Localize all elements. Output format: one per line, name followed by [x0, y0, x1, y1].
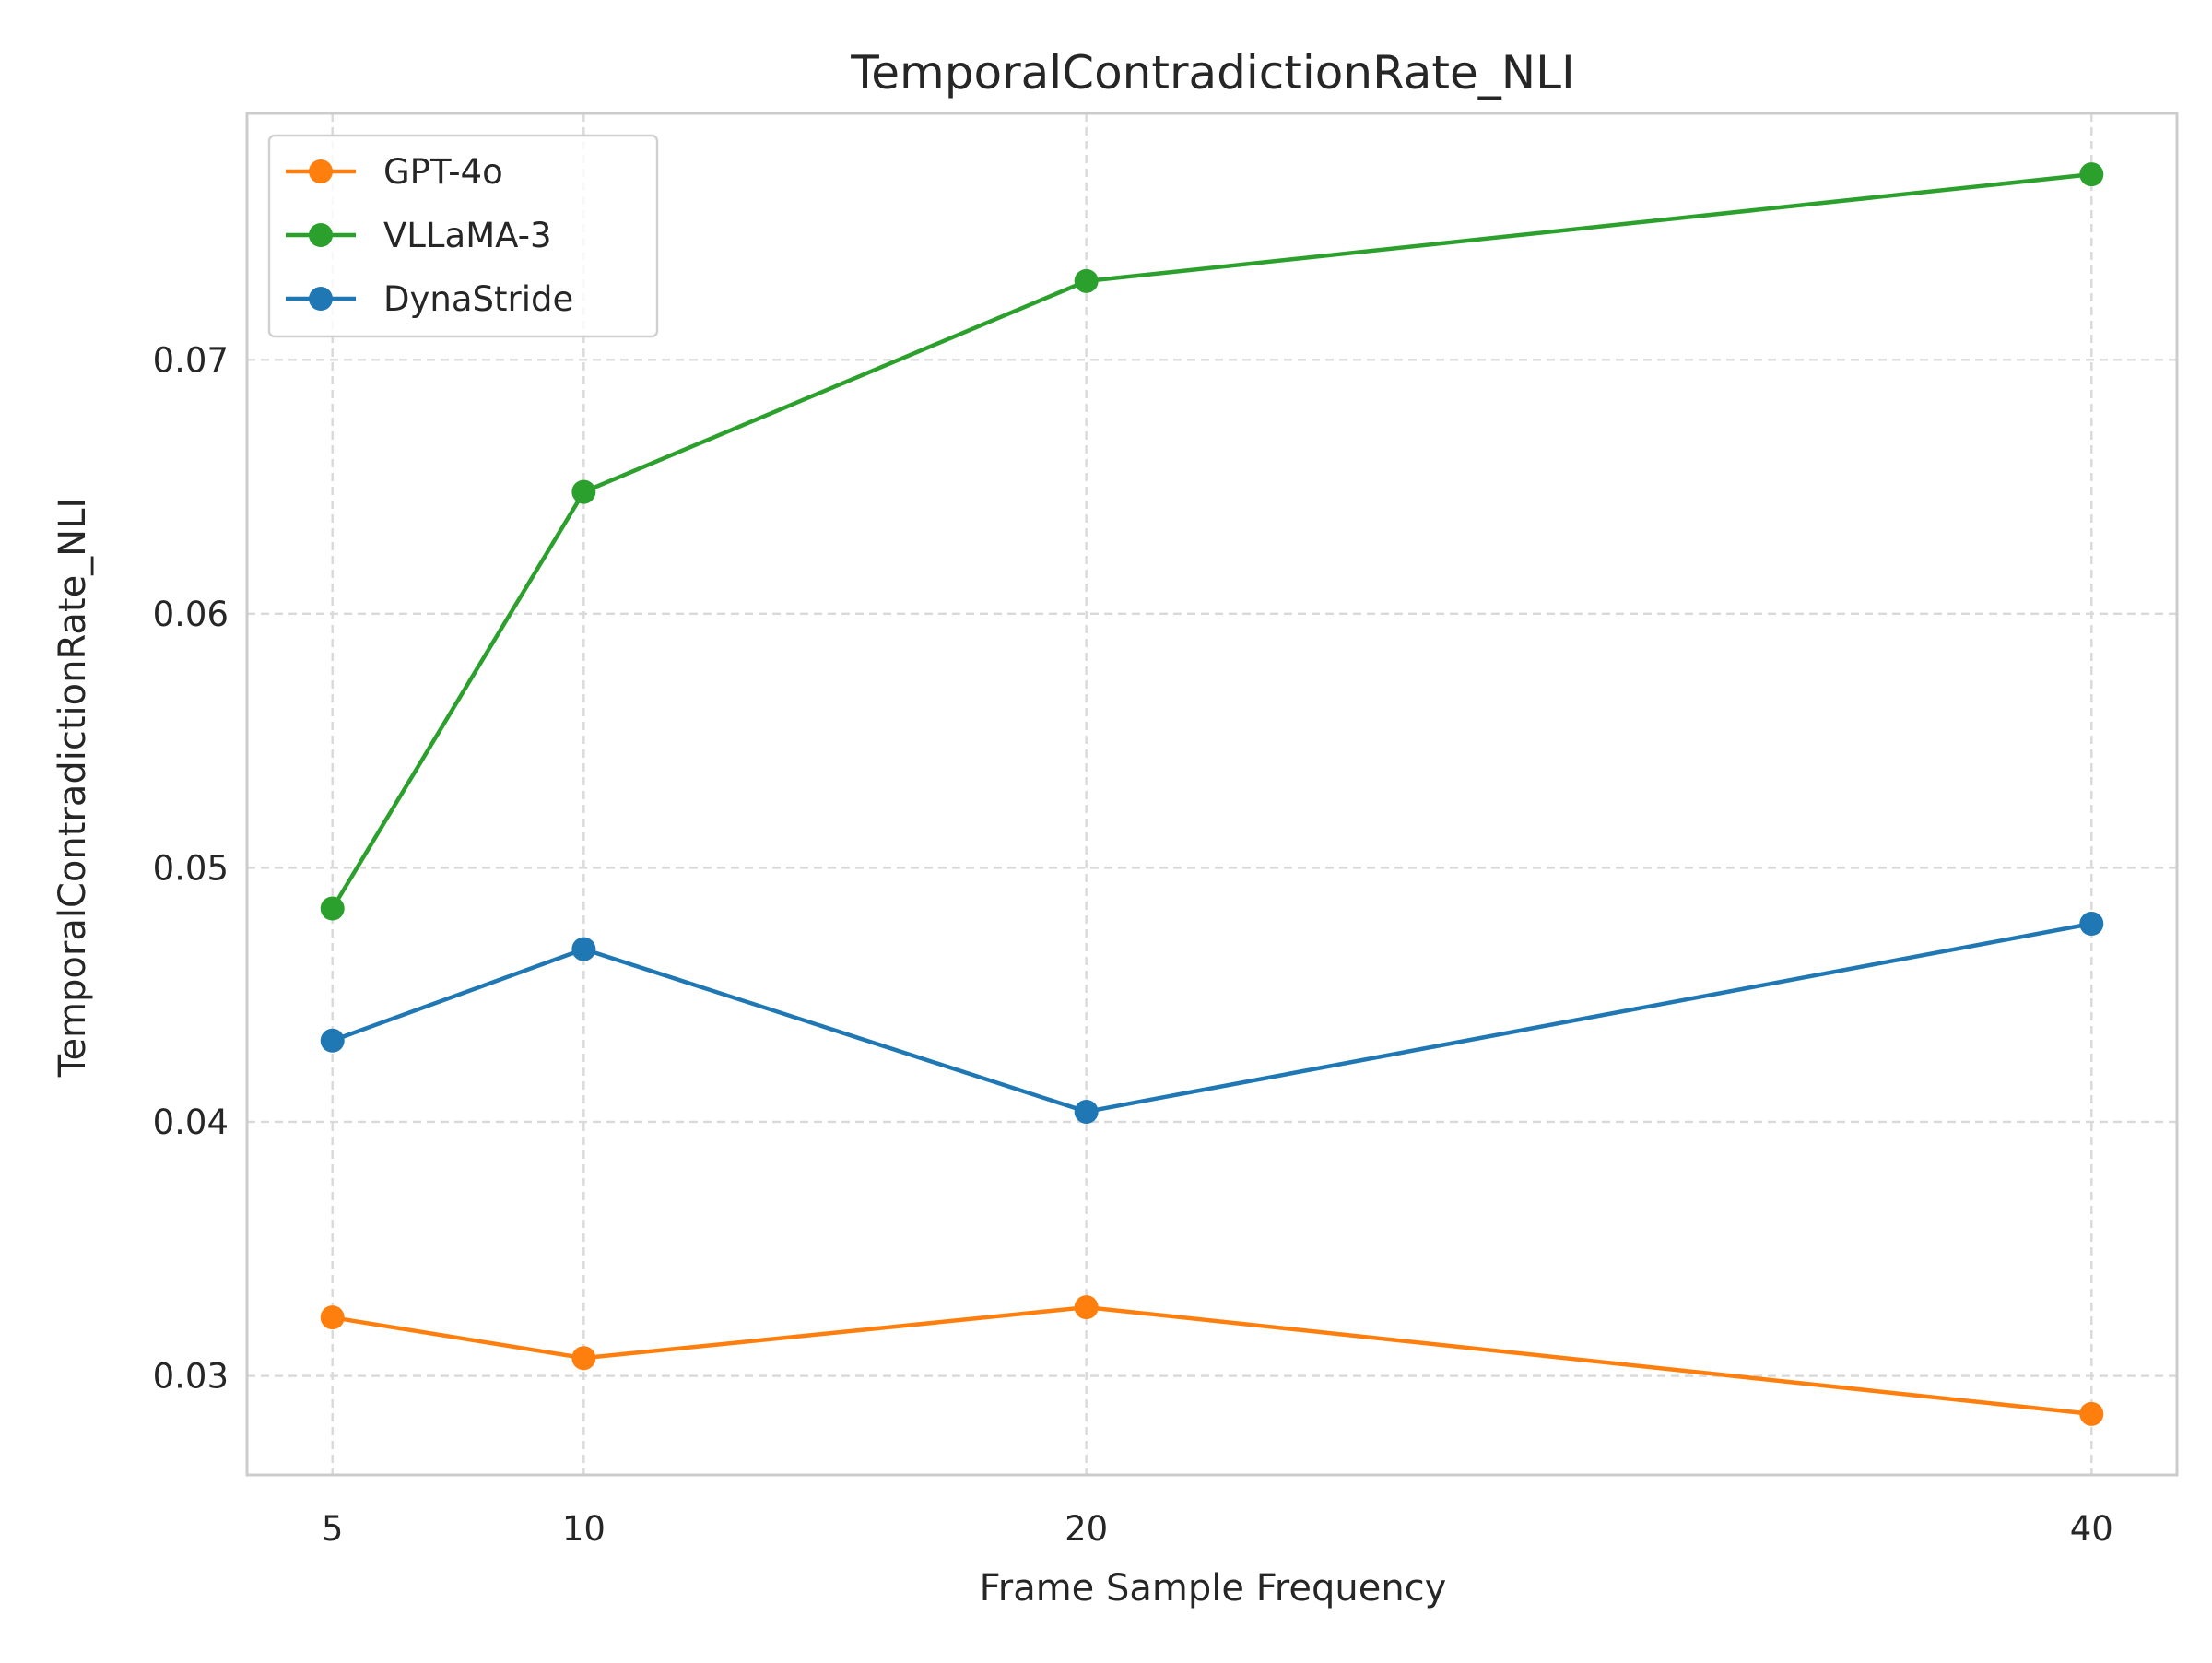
y-tick-label: 0.07: [153, 340, 229, 380]
y-tick-label: 0.04: [153, 1103, 229, 1142]
data-point-gpt-4o: [2079, 1401, 2104, 1426]
data-point-dynastride: [2079, 912, 2104, 937]
series-vllama-3: [320, 162, 2104, 921]
y-tick-labels: 0.03 0.04 0.05 0.06 0.07: [153, 340, 229, 1396]
x-tick-labels: 5 10 20 40: [322, 1509, 2113, 1549]
data-point-dynastride: [320, 1028, 345, 1053]
x-tick-label: 5: [322, 1509, 344, 1549]
legend-label-vllama-3: VLLaMA-3: [383, 216, 552, 255]
legend: GPT-4o VLLaMA-3 DynaStride: [267, 134, 659, 338]
data-point-gpt-4o: [1074, 1295, 1099, 1320]
series-line-dynastride: [330, 921, 2094, 1115]
series-layer: [320, 162, 2104, 1426]
data-point-dynastride: [571, 937, 596, 961]
data-point-vllama-3: [2079, 162, 2104, 187]
data-point-gpt-4o: [320, 1305, 345, 1330]
y-axis-label: TemporalContradictionRate_NLI: [52, 498, 94, 1078]
data-point-vllama-3: [1074, 268, 1099, 293]
chart-title: TemporalContradictionRate_NLI: [850, 46, 1574, 100]
legend-label-gpt-4o: GPT-4o: [383, 152, 503, 192]
y-tick-label: 0.06: [153, 595, 229, 634]
legend-box: [267, 134, 659, 338]
x-tick-label: 10: [562, 1509, 606, 1549]
series-dynastride: [320, 912, 2104, 1124]
data-point-vllama-3: [320, 896, 345, 921]
y-tick-label: 0.03: [153, 1357, 229, 1397]
y-tick-label: 0.05: [153, 848, 229, 888]
x-tick-label: 40: [2070, 1509, 2113, 1549]
grid-layer: [247, 113, 2177, 1475]
legend-marker-gpt-4o: [309, 159, 333, 183]
series-gpt-4o: [320, 1295, 2104, 1426]
plot-area-frame: [245, 112, 2179, 1477]
x-axis-label: Frame Sample Frequency: [980, 1567, 1447, 1610]
legend-marker-vllama-3: [309, 223, 333, 247]
series-line-gpt-4o: [330, 1304, 2094, 1417]
data-point-vllama-3: [571, 479, 596, 504]
legend-marker-dynastride: [309, 287, 333, 311]
x-tick-label: 20: [1065, 1509, 1108, 1549]
series-line-vllama-3: [330, 171, 2094, 911]
data-point-dynastride: [1074, 1099, 1099, 1124]
legend-label-dynastride: DynaStride: [383, 279, 573, 319]
data-point-gpt-4o: [571, 1346, 596, 1371]
